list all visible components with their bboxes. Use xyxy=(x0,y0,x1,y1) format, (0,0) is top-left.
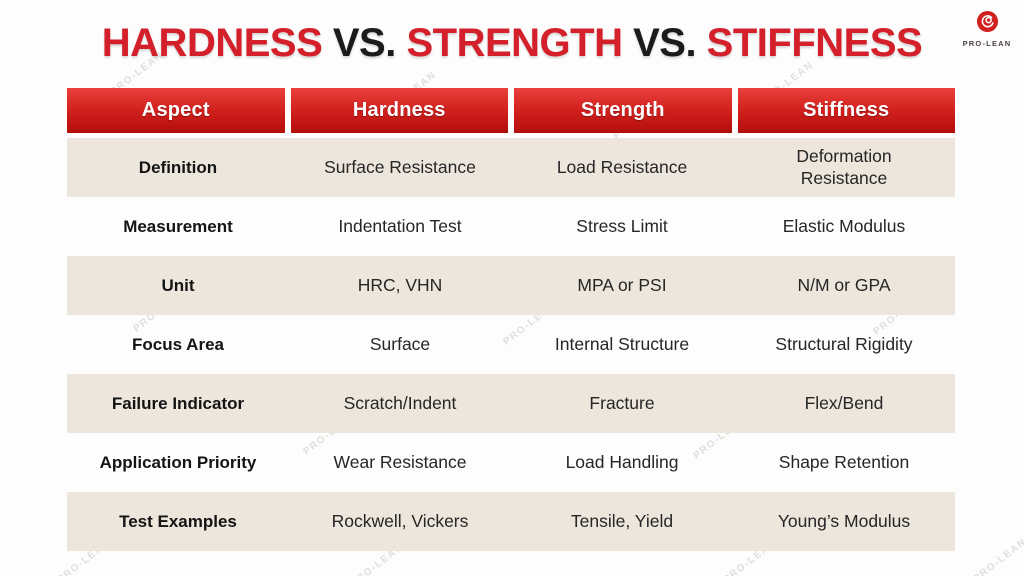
header-cell-hardness: Hardness xyxy=(290,88,508,133)
cell-stiffness: Flex/Bend xyxy=(804,392,884,413)
table-row-definition: Definition Surface Resistance Load Resis… xyxy=(67,138,955,197)
cell-stiffness: Deformation Resistance xyxy=(796,145,892,188)
cell-stiffness: Elastic Modulus xyxy=(782,215,906,236)
cell-hardness: HRC, VHN xyxy=(357,274,443,295)
title-word-hardness: HARDNESS xyxy=(101,21,323,65)
cell-stiffness: Shape Retention xyxy=(778,451,910,472)
table-row-measurement: Measurement Indentation Test Stress Limi… xyxy=(67,197,955,256)
cell-hardness: Indentation Test xyxy=(338,215,462,236)
cell-stiffness: Young’s Modulus xyxy=(777,510,911,531)
cell-aspect: Definition xyxy=(138,157,218,177)
table-header-row: Aspect Hardness Strength Stiffness xyxy=(67,88,955,133)
cell-aspect: Test Examples xyxy=(119,511,237,531)
cell-aspect: Unit xyxy=(161,275,195,295)
table-row-application-priority: Application Priority Wear Resistance Loa… xyxy=(67,433,955,492)
cell-strength: Load Resistance xyxy=(556,156,688,177)
cell-hardness: Wear Resistance xyxy=(333,451,467,472)
cell-stiffness: Structural Rigidity xyxy=(775,333,913,354)
page-title: HARDNESS VS. STRENGTH VS. STIFFNESS xyxy=(0,18,1024,68)
cell-aspect: Failure Indicator xyxy=(111,393,245,413)
header-cell-stiffness: Stiffness xyxy=(737,88,955,133)
cell-strength: Fracture xyxy=(589,392,655,413)
title-vs-2: VS. xyxy=(622,21,707,65)
cell-strength: Load Handling xyxy=(565,451,679,472)
header-cell-strength: Strength xyxy=(514,88,732,133)
brand-logo: PRO-LEAN xyxy=(958,10,1016,48)
title-word-stiffness: STIFFNESS xyxy=(706,21,923,65)
cell-strength: Tensile, Yield xyxy=(570,510,674,531)
pro-lean-logo-icon xyxy=(976,10,998,33)
title-word-strength: STRENGTH xyxy=(406,21,623,65)
comparison-table: Aspect Hardness Strength Stiffness Defin… xyxy=(67,88,955,551)
cell-strength: Internal Structure xyxy=(554,333,690,354)
cell-strength: Stress Limit xyxy=(576,215,668,236)
cell-hardness: Scratch/Indent xyxy=(343,392,457,413)
watermark-text: PRO-LEAN xyxy=(971,536,1024,576)
cell-aspect: Measurement xyxy=(123,216,233,236)
table-row-failure-indicator: Failure Indicator Scratch/Indent Fractur… xyxy=(67,374,955,433)
cell-hardness: Surface xyxy=(369,333,431,354)
cell-aspect: Focus Area xyxy=(132,334,224,354)
brand-logo-text: PRO-LEAN xyxy=(962,39,1012,48)
cell-hardness: Surface Resistance xyxy=(324,156,476,177)
header-cell-aspect: Aspect xyxy=(67,88,285,133)
cell-hardness: Rockwell, Vickers xyxy=(331,510,469,531)
title-vs-1: VS. xyxy=(322,21,407,65)
table-row-test-examples: Test Examples Rockwell, Vickers Tensile,… xyxy=(67,492,955,551)
cell-stiffness: N/M or GPA xyxy=(797,274,891,295)
cell-aspect: Application Priority xyxy=(99,452,257,472)
cell-strength: MPA or PSI xyxy=(577,274,667,295)
table-row-unit: Unit HRC, VHN MPA or PSI N/M or GPA xyxy=(67,256,955,315)
table-row-focus-area: Focus Area Surface Internal Structure St… xyxy=(67,315,955,374)
